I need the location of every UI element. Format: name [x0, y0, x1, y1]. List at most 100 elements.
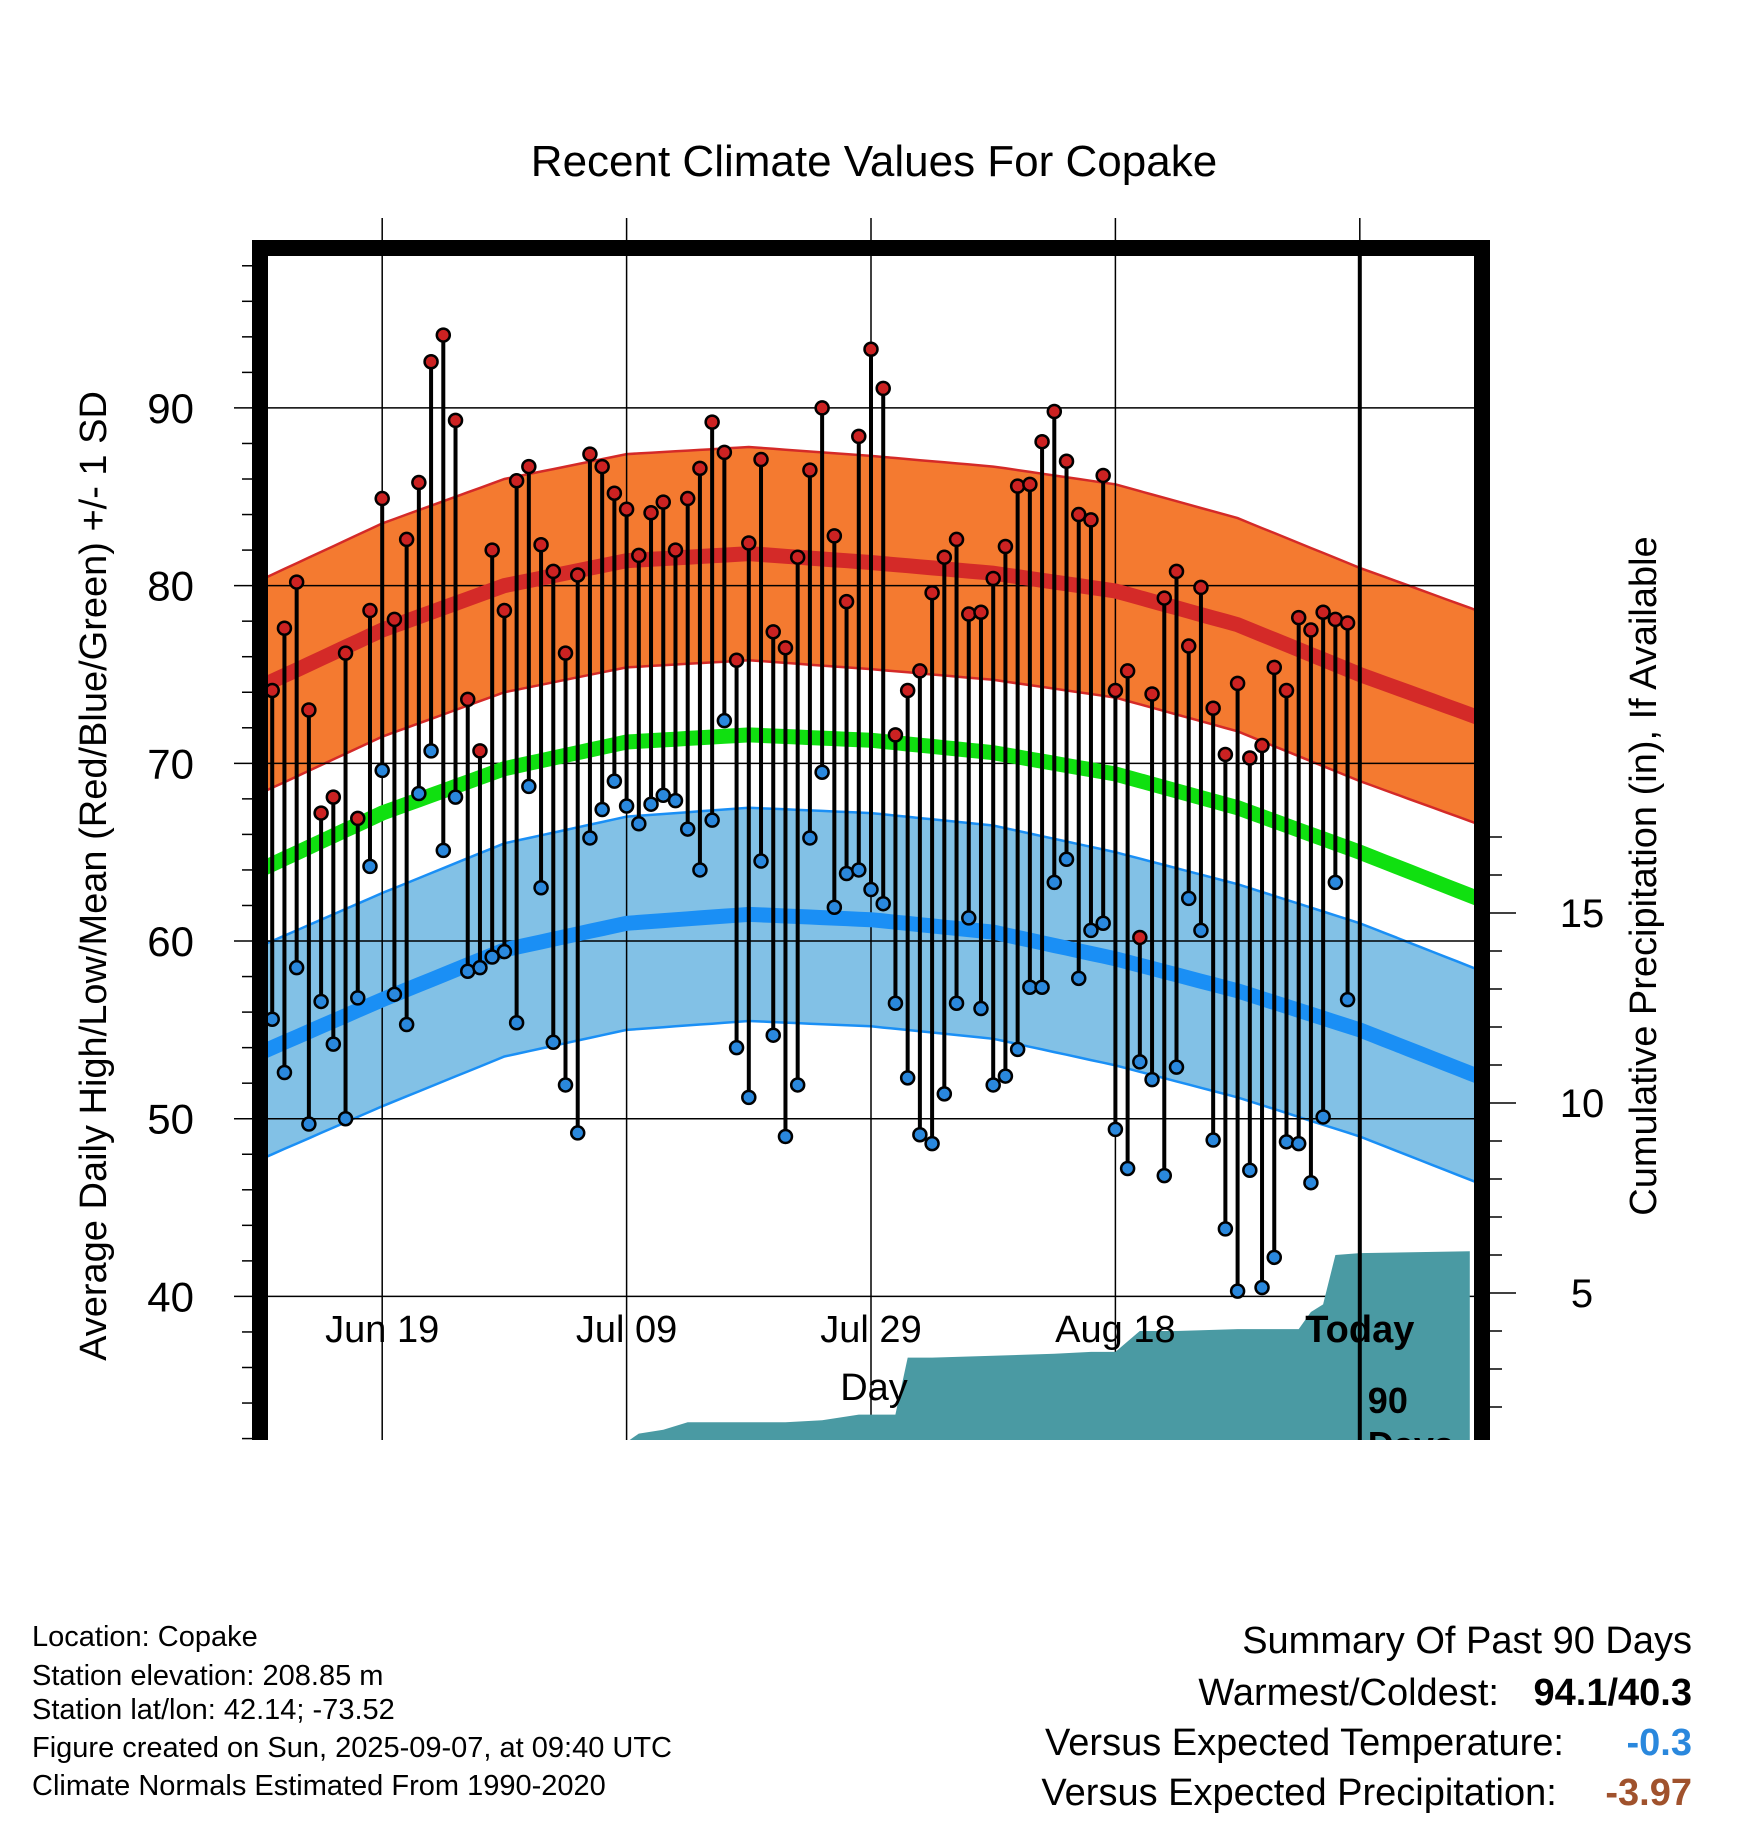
low-point: [863, 881, 879, 898]
low-point: [899, 1070, 916, 1086]
high-point: [887, 727, 904, 743]
low-point: [472, 959, 488, 976]
low-point: [447, 789, 464, 805]
low-point: [1132, 1054, 1148, 1070]
high-point: [1058, 453, 1075, 469]
high-point: [1107, 682, 1124, 699]
high-point: [997, 538, 1014, 555]
low-point: [508, 1015, 525, 1031]
x-tick-label: Jul 09: [576, 1309, 677, 1351]
y-axis-label: Average Daily High/Low/Mean (Red/Blue/Gr…: [73, 391, 115, 1361]
high-point: [1119, 663, 1136, 679]
x-tick-label: Jul 29: [820, 1309, 921, 1351]
high-point: [1205, 700, 1221, 716]
low-point: [362, 858, 378, 875]
low-point: [631, 815, 647, 832]
low-point: [569, 1125, 586, 1141]
summary-heading: Summary Of Past 90 Days: [1242, 1620, 1692, 1662]
low-point: [1327, 874, 1344, 891]
high-point: [508, 473, 525, 489]
low-point: [582, 830, 598, 846]
high-point: [704, 414, 720, 430]
low-point: [521, 778, 537, 795]
y-tick-label: 60: [147, 918, 194, 965]
high-point: [521, 458, 537, 475]
high-point: [362, 602, 378, 619]
low-point: [728, 1039, 745, 1056]
x-tick-label: Jun 19: [325, 1309, 439, 1351]
high-point: [533, 537, 549, 553]
low-point: [1242, 1162, 1258, 1179]
high-point: [1009, 478, 1026, 494]
high-point: [1266, 659, 1283, 676]
footer-info: Location: Copake Station elevation: 208.…: [32, 1620, 672, 1803]
low-point: [814, 764, 830, 780]
low-point: [301, 1116, 317, 1132]
low-point: [423, 743, 439, 759]
x-tick-label: Today: [1305, 1309, 1414, 1351]
low-point: [826, 899, 843, 916]
low-point: [973, 1000, 989, 1017]
high-point: [545, 563, 562, 580]
y2-tick-label: 5: [1571, 1272, 1593, 1316]
high-point: [924, 584, 940, 601]
low-point: [997, 1068, 1014, 1084]
high-point: [618, 501, 635, 517]
window-label-unit: Days: [1368, 1424, 1454, 1440]
low-point: [948, 995, 965, 1011]
low-point: [350, 990, 366, 1006]
high-point: [973, 604, 989, 621]
high-point: [826, 528, 843, 544]
temp-value: -0.3: [1626, 1722, 1692, 1764]
high-point: [386, 611, 403, 628]
window-label-number: 90: [1368, 1380, 1408, 1421]
y-tick-label: 70: [147, 740, 194, 787]
climate-chart: Recent Climate Values For Copake 90Days …: [73, 137, 1665, 1440]
low-point: [337, 1110, 354, 1127]
low-point: [411, 785, 427, 802]
low-point: [1217, 1221, 1234, 1237]
precip-area: [629, 1251, 1470, 1440]
low-point: [704, 812, 720, 828]
low-point: [851, 862, 867, 878]
y-tick-label: 90: [147, 385, 194, 432]
low-point: [985, 1077, 1001, 1093]
x-axis-label: Day: [840, 1367, 908, 1409]
high-point: [716, 444, 733, 461]
low-point: [618, 798, 635, 814]
high-point: [1180, 638, 1197, 654]
chart-title: Recent Climate Values For Copake: [531, 137, 1217, 186]
high-point: [459, 691, 476, 708]
high-point: [643, 505, 659, 521]
low-point: [1083, 922, 1099, 939]
low-point: [557, 1077, 574, 1093]
high-point: [1229, 675, 1246, 692]
high-point: [1339, 615, 1356, 631]
low-point: [1315, 1109, 1331, 1125]
high-point: [1303, 622, 1319, 638]
high-point: [569, 567, 586, 583]
low-point: [496, 943, 513, 960]
high-point: [1095, 467, 1111, 484]
low-point: [777, 1128, 794, 1145]
low-point: [716, 712, 733, 729]
low-point: [1156, 1167, 1173, 1184]
low-point: [1229, 1283, 1246, 1299]
high-point: [1254, 737, 1270, 754]
high-point: [582, 446, 598, 462]
high-point: [288, 574, 305, 590]
low-point: [1119, 1160, 1136, 1177]
high-point: [594, 458, 610, 475]
location-text: Location: Copake: [32, 1621, 258, 1653]
high-point: [1193, 579, 1209, 596]
low-point: [386, 986, 403, 1003]
high-point: [301, 702, 317, 718]
low-point: [1266, 1249, 1283, 1266]
low-point: [741, 1089, 757, 1106]
high-point: [350, 810, 366, 827]
high-point: [961, 606, 977, 622]
low-point: [1070, 970, 1087, 987]
high-point: [802, 462, 818, 478]
high-point: [276, 620, 293, 637]
low-point: [1034, 979, 1050, 995]
